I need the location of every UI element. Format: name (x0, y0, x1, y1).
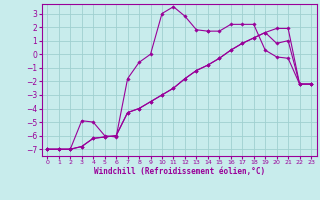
X-axis label: Windchill (Refroidissement éolien,°C): Windchill (Refroidissement éolien,°C) (94, 167, 265, 176)
